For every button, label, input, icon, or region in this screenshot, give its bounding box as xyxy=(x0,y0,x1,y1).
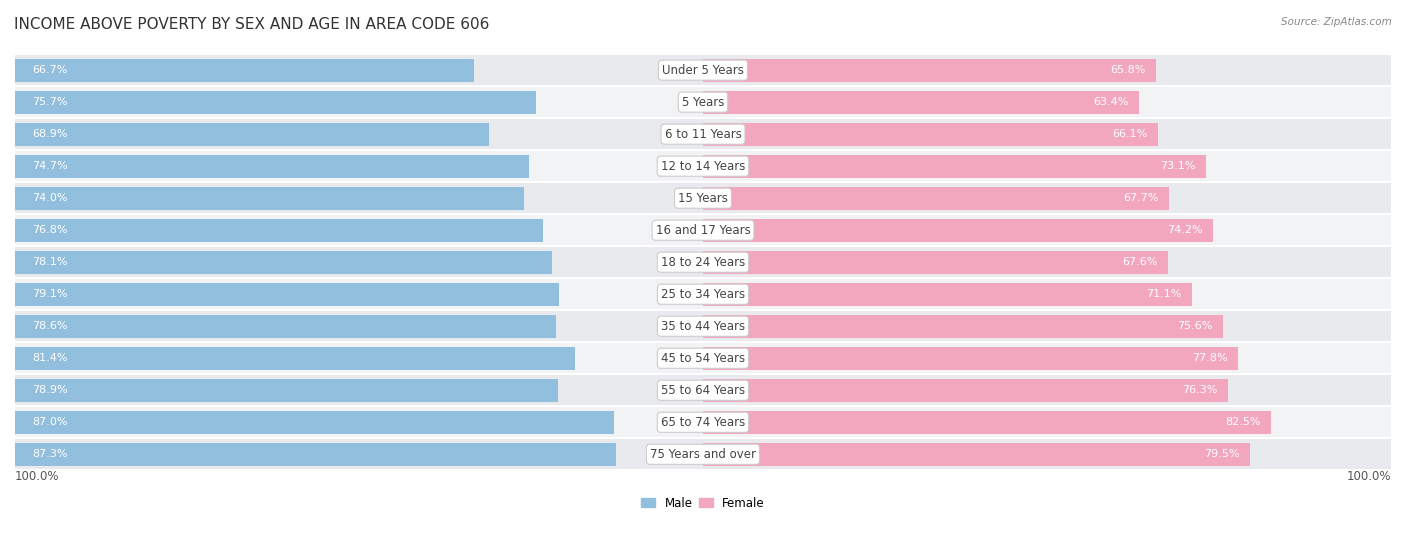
Text: 15 Years: 15 Years xyxy=(678,192,728,205)
Text: 66.7%: 66.7% xyxy=(32,65,67,75)
Text: 25 to 34 Years: 25 to 34 Years xyxy=(661,288,745,301)
Text: 77.8%: 77.8% xyxy=(1192,353,1227,363)
Bar xyxy=(15,278,1391,310)
Bar xyxy=(15,91,536,113)
Text: 67.6%: 67.6% xyxy=(1122,257,1157,267)
Bar xyxy=(15,438,1391,470)
Text: 75.7%: 75.7% xyxy=(32,97,67,107)
Bar xyxy=(15,118,1391,150)
Text: 65.8%: 65.8% xyxy=(1109,65,1146,75)
Bar xyxy=(703,443,1250,466)
Bar xyxy=(703,219,1213,241)
Text: 18 to 24 Years: 18 to 24 Years xyxy=(661,255,745,269)
Bar xyxy=(703,283,1192,306)
Bar xyxy=(703,411,1271,434)
Text: 74.7%: 74.7% xyxy=(32,161,67,171)
Text: 68.9%: 68.9% xyxy=(32,129,67,139)
Text: 35 to 44 Years: 35 to 44 Years xyxy=(661,320,745,333)
Text: 78.1%: 78.1% xyxy=(32,257,67,267)
Bar xyxy=(15,347,575,370)
Bar xyxy=(15,187,524,210)
Bar xyxy=(703,122,1157,146)
Text: 12 to 14 Years: 12 to 14 Years xyxy=(661,160,745,173)
Text: 78.9%: 78.9% xyxy=(32,385,67,395)
Text: 100.0%: 100.0% xyxy=(15,470,59,484)
Text: 75.6%: 75.6% xyxy=(1177,321,1213,331)
Bar xyxy=(15,219,543,241)
Bar xyxy=(703,59,1156,82)
Bar xyxy=(703,91,1139,113)
Bar xyxy=(15,246,1391,278)
Text: 6 to 11 Years: 6 to 11 Years xyxy=(665,127,741,141)
Text: 67.7%: 67.7% xyxy=(1123,193,1159,203)
Bar xyxy=(703,187,1168,210)
Text: 87.3%: 87.3% xyxy=(32,449,67,459)
Text: 74.0%: 74.0% xyxy=(32,193,67,203)
Text: Source: ZipAtlas.com: Source: ZipAtlas.com xyxy=(1281,17,1392,27)
Bar xyxy=(15,250,553,274)
Bar xyxy=(15,411,613,434)
Bar xyxy=(15,59,474,82)
Text: 100.0%: 100.0% xyxy=(1347,470,1391,484)
Text: 76.3%: 76.3% xyxy=(1182,385,1218,395)
Text: 16 and 17 Years: 16 and 17 Years xyxy=(655,224,751,236)
Text: 65 to 74 Years: 65 to 74 Years xyxy=(661,416,745,429)
Text: 74.2%: 74.2% xyxy=(1167,225,1204,235)
Text: 76.8%: 76.8% xyxy=(32,225,67,235)
Text: 79.1%: 79.1% xyxy=(32,289,67,299)
Text: 66.1%: 66.1% xyxy=(1112,129,1147,139)
Bar xyxy=(15,86,1391,118)
Bar xyxy=(15,150,1391,182)
Text: INCOME ABOVE POVERTY BY SEX AND AGE IN AREA CODE 606: INCOME ABOVE POVERTY BY SEX AND AGE IN A… xyxy=(14,17,489,32)
Text: 5 Years: 5 Years xyxy=(682,96,724,108)
Text: 79.5%: 79.5% xyxy=(1204,449,1240,459)
Legend: Male, Female: Male, Female xyxy=(637,492,769,514)
Bar xyxy=(15,155,529,178)
Bar xyxy=(703,155,1206,178)
Bar xyxy=(15,122,489,146)
Text: Under 5 Years: Under 5 Years xyxy=(662,64,744,77)
Bar xyxy=(15,310,1391,342)
Text: 78.6%: 78.6% xyxy=(32,321,67,331)
Bar xyxy=(15,406,1391,438)
Text: 75 Years and over: 75 Years and over xyxy=(650,448,756,461)
Bar xyxy=(15,54,1391,86)
Text: 55 to 64 Years: 55 to 64 Years xyxy=(661,384,745,397)
Bar xyxy=(15,379,558,402)
Bar xyxy=(703,250,1168,274)
Bar xyxy=(15,443,616,466)
Bar xyxy=(15,214,1391,246)
Text: 87.0%: 87.0% xyxy=(32,417,67,427)
Bar xyxy=(15,375,1391,406)
Text: 71.1%: 71.1% xyxy=(1146,289,1182,299)
Text: 73.1%: 73.1% xyxy=(1160,161,1195,171)
Bar xyxy=(15,182,1391,214)
Bar xyxy=(15,283,560,306)
Bar xyxy=(15,315,555,338)
Bar xyxy=(703,379,1227,402)
Bar xyxy=(703,315,1223,338)
Text: 45 to 54 Years: 45 to 54 Years xyxy=(661,352,745,365)
Text: 81.4%: 81.4% xyxy=(32,353,67,363)
Bar xyxy=(703,347,1239,370)
Bar xyxy=(15,342,1391,375)
Text: 63.4%: 63.4% xyxy=(1094,97,1129,107)
Text: 82.5%: 82.5% xyxy=(1225,417,1260,427)
